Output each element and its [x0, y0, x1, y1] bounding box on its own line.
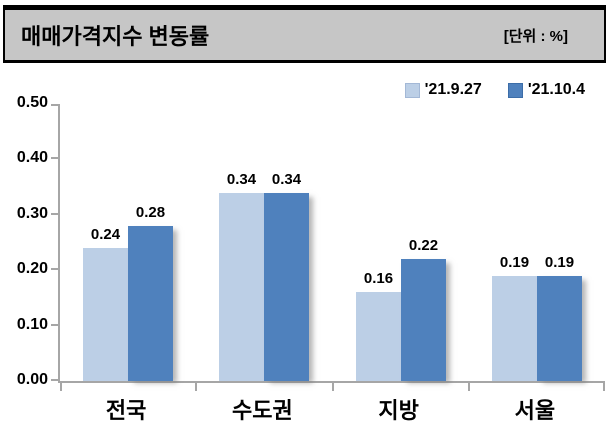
y-axis-labels: 0.00 0.10 0.20 0.30 0.40 0.50 — [0, 0, 48, 441]
bar-series-1-지방 — [356, 292, 401, 381]
data-label-서울-series-2: 0.19 — [544, 254, 575, 271]
chart-title: 매매가격지수 변동률 — [21, 24, 210, 49]
x-tick-mark — [603, 383, 605, 391]
data-label-서울-series-1: 0.19 — [499, 254, 530, 271]
legend-item-series-2: '21.10.4 — [507, 81, 585, 99]
data-label-지방-series-1: 0.16 — [363, 270, 394, 287]
x-tick-mark — [195, 383, 197, 391]
legend-label-series-2: '21.10.4 — [527, 81, 585, 98]
y-tick-mark — [51, 268, 58, 270]
legend-swatch-dark-icon — [507, 82, 523, 98]
unit-label: [단위 : %] — [503, 27, 568, 45]
category-label-수도권: 수도권 — [232, 398, 293, 423]
data-label-수도권-series-1: 0.34 — [226, 171, 257, 188]
y-tick-mark — [51, 213, 58, 215]
legend-label-series-1: '21.9.27 — [424, 81, 482, 98]
bar-series-1-서울 — [492, 276, 537, 381]
x-tick-mark — [332, 383, 334, 391]
y-tick-label: 0.30 — [16, 204, 48, 222]
category-label-지방: 지방 — [378, 398, 419, 423]
y-tick-label: 0.20 — [16, 260, 48, 278]
data-label-전국-series-1: 0.24 — [90, 226, 121, 243]
y-tick-mark — [51, 324, 58, 326]
bar-series-2-전국 — [128, 226, 173, 381]
y-tick-label: 0.40 — [16, 149, 48, 167]
data-label-지방-series-2: 0.22 — [408, 237, 439, 254]
category-label-서울: 서울 — [514, 398, 556, 423]
plot-area: 0.24 0.28 0.34 0.34 0.16 0.22 0.19 0.19 — [51, 104, 605, 391]
x-tick-mark — [468, 383, 470, 391]
bar-series-1-수도권 — [219, 193, 264, 381]
y-tick-mark — [51, 157, 58, 159]
bar-series-2-서울 — [537, 276, 582, 381]
x-tick-mark — [60, 383, 62, 391]
bar-series-2-수도권 — [264, 193, 309, 381]
data-label-수도권-series-2: 0.34 — [271, 171, 302, 188]
y-tick-label: 0.50 — [16, 94, 48, 111]
y-tick-mark — [51, 379, 58, 381]
bar-series-2-지방 — [401, 259, 446, 381]
category-label-전국: 전국 — [105, 398, 147, 423]
legend: '21.9.27 '21.10.4 — [404, 81, 585, 99]
legend-swatch-light-icon — [404, 82, 420, 98]
legend-item-series-1: '21.9.27 — [404, 81, 482, 99]
data-label-전국-series-2: 0.28 — [135, 204, 166, 221]
x-axis-labels: 전국 수도권 지방 서울 — [58, 393, 603, 423]
bar-series-1-전국 — [83, 248, 128, 381]
y-tick-label: 0.00 — [16, 371, 48, 388]
chart-header: 매매가격지수 변동률 [단위 : %] — [3, 5, 606, 63]
y-tick-mark — [51, 104, 58, 106]
y-tick-label: 0.10 — [16, 315, 48, 333]
